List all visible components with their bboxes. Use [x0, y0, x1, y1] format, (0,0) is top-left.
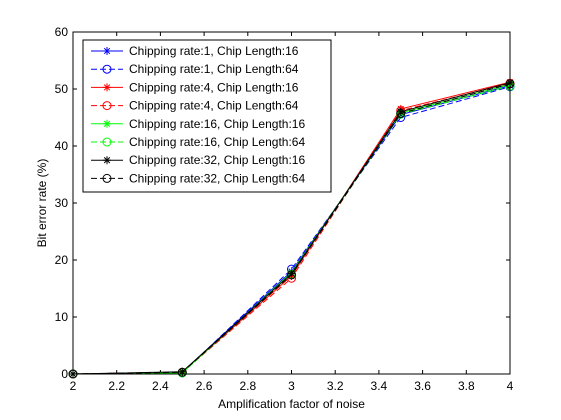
legend-label: Chipping rate:32, Chip Length:64	[129, 171, 305, 185]
legend-label: Chipping rate:16, Chip Length:64	[129, 135, 305, 149]
data-point	[287, 270, 296, 280]
x-tick-label: 2.2	[108, 379, 125, 393]
legend-item: Chipping rate:16, Chip Length:16	[91, 117, 305, 131]
legend-item: Chipping rate:4, Chip Length:64	[91, 99, 299, 113]
legend-label: Chipping rate:1, Chip Length:16	[129, 44, 299, 58]
x-tick-labels: 2 2.2 2.4 2.6 2.8 3 3.2 3.4 3.6 3.8 4	[70, 379, 514, 393]
legend-item: Chipping rate:32, Chip Length:64	[91, 171, 305, 185]
legend-marker	[103, 47, 111, 55]
y-tick-label: 40	[55, 139, 69, 153]
legend-marker-stroke	[103, 120, 111, 127]
y-axis-title: Bit error rate (%)	[35, 159, 49, 248]
y-tick-label: 20	[55, 253, 69, 267]
x-tick-label: 4	[507, 379, 514, 393]
legend-item: Chipping rate:1, Chip Length:16	[91, 44, 299, 58]
x-tick-label: 3.6	[414, 379, 431, 393]
legend-marker	[103, 119, 111, 128]
legend-marker	[102, 137, 112, 147]
legend-box	[82, 39, 332, 193]
legend-marker-stroke	[103, 157, 111, 164]
data-point-stroke	[288, 270, 295, 277]
data-point	[396, 109, 406, 119]
legend-marker-shape	[102, 137, 112, 147]
x-tick-label: 2.6	[196, 379, 213, 393]
legend-item: Chipping rate:1, Chip Length:64	[91, 62, 299, 76]
legend-marker	[102, 64, 112, 74]
legend-marker-stroke	[103, 47, 111, 55]
data-point-shape	[177, 367, 187, 377]
x-tick-label: 3.8	[458, 379, 475, 393]
x-tick-label: 3.4	[371, 379, 388, 393]
y-tick-labels: 0 10 20 30 40 50 60	[55, 25, 69, 381]
data-point-shape	[287, 270, 296, 280]
x-tick-label: 2.4	[152, 379, 169, 393]
y-tick-label: 50	[55, 82, 69, 96]
legend-label: Chipping rate:16, Chip Length:16	[129, 117, 305, 131]
legend-item: Chipping rate:4, Chip Length:16	[91, 80, 299, 94]
legend-label: Chipping rate:4, Chip Length:16	[129, 80, 299, 94]
legend-marker-shape	[102, 64, 112, 74]
x-tick-label: 3.2	[327, 379, 344, 393]
legend-label: Chipping rate:4, Chip Length:64	[129, 99, 299, 113]
legend-marker	[103, 156, 111, 165]
legend-marker	[102, 101, 112, 111]
x-tick-label: 2.8	[239, 379, 256, 393]
y-tick-label: 0	[61, 367, 68, 381]
data-point	[177, 367, 187, 377]
legend-item: Chipping rate:16, Chip Length:64	[91, 135, 305, 149]
plot-frame	[72, 31, 511, 375]
series-layer	[68, 78, 515, 379]
legend: Chipping rate:1, Chip Length:16 Chipping …	[82, 39, 332, 193]
x-tick-label: 3	[288, 379, 295, 393]
legend-item: Chipping rate:32, Chip Length:16	[91, 153, 305, 167]
data-point-shape	[396, 109, 406, 119]
x-tick-label: 2	[70, 379, 77, 393]
y-tick-label: 30	[55, 196, 69, 210]
legend-label: Chipping rate:1, Chip Length:64	[129, 62, 299, 76]
y-tick-label: 10	[55, 310, 69, 324]
legend-marker-shape	[102, 101, 112, 111]
legend-marker-shape	[102, 173, 112, 183]
legend-marker	[102, 173, 112, 183]
legend-marker-stroke	[103, 84, 111, 91]
x-axis-title: Amplification factor of noise	[218, 397, 365, 411]
legend-marker	[103, 83, 111, 92]
series-line	[72, 83, 511, 375]
legend-label: Chipping rate:32, Chip Length:16	[129, 153, 305, 167]
y-tick-label: 60	[55, 25, 69, 39]
